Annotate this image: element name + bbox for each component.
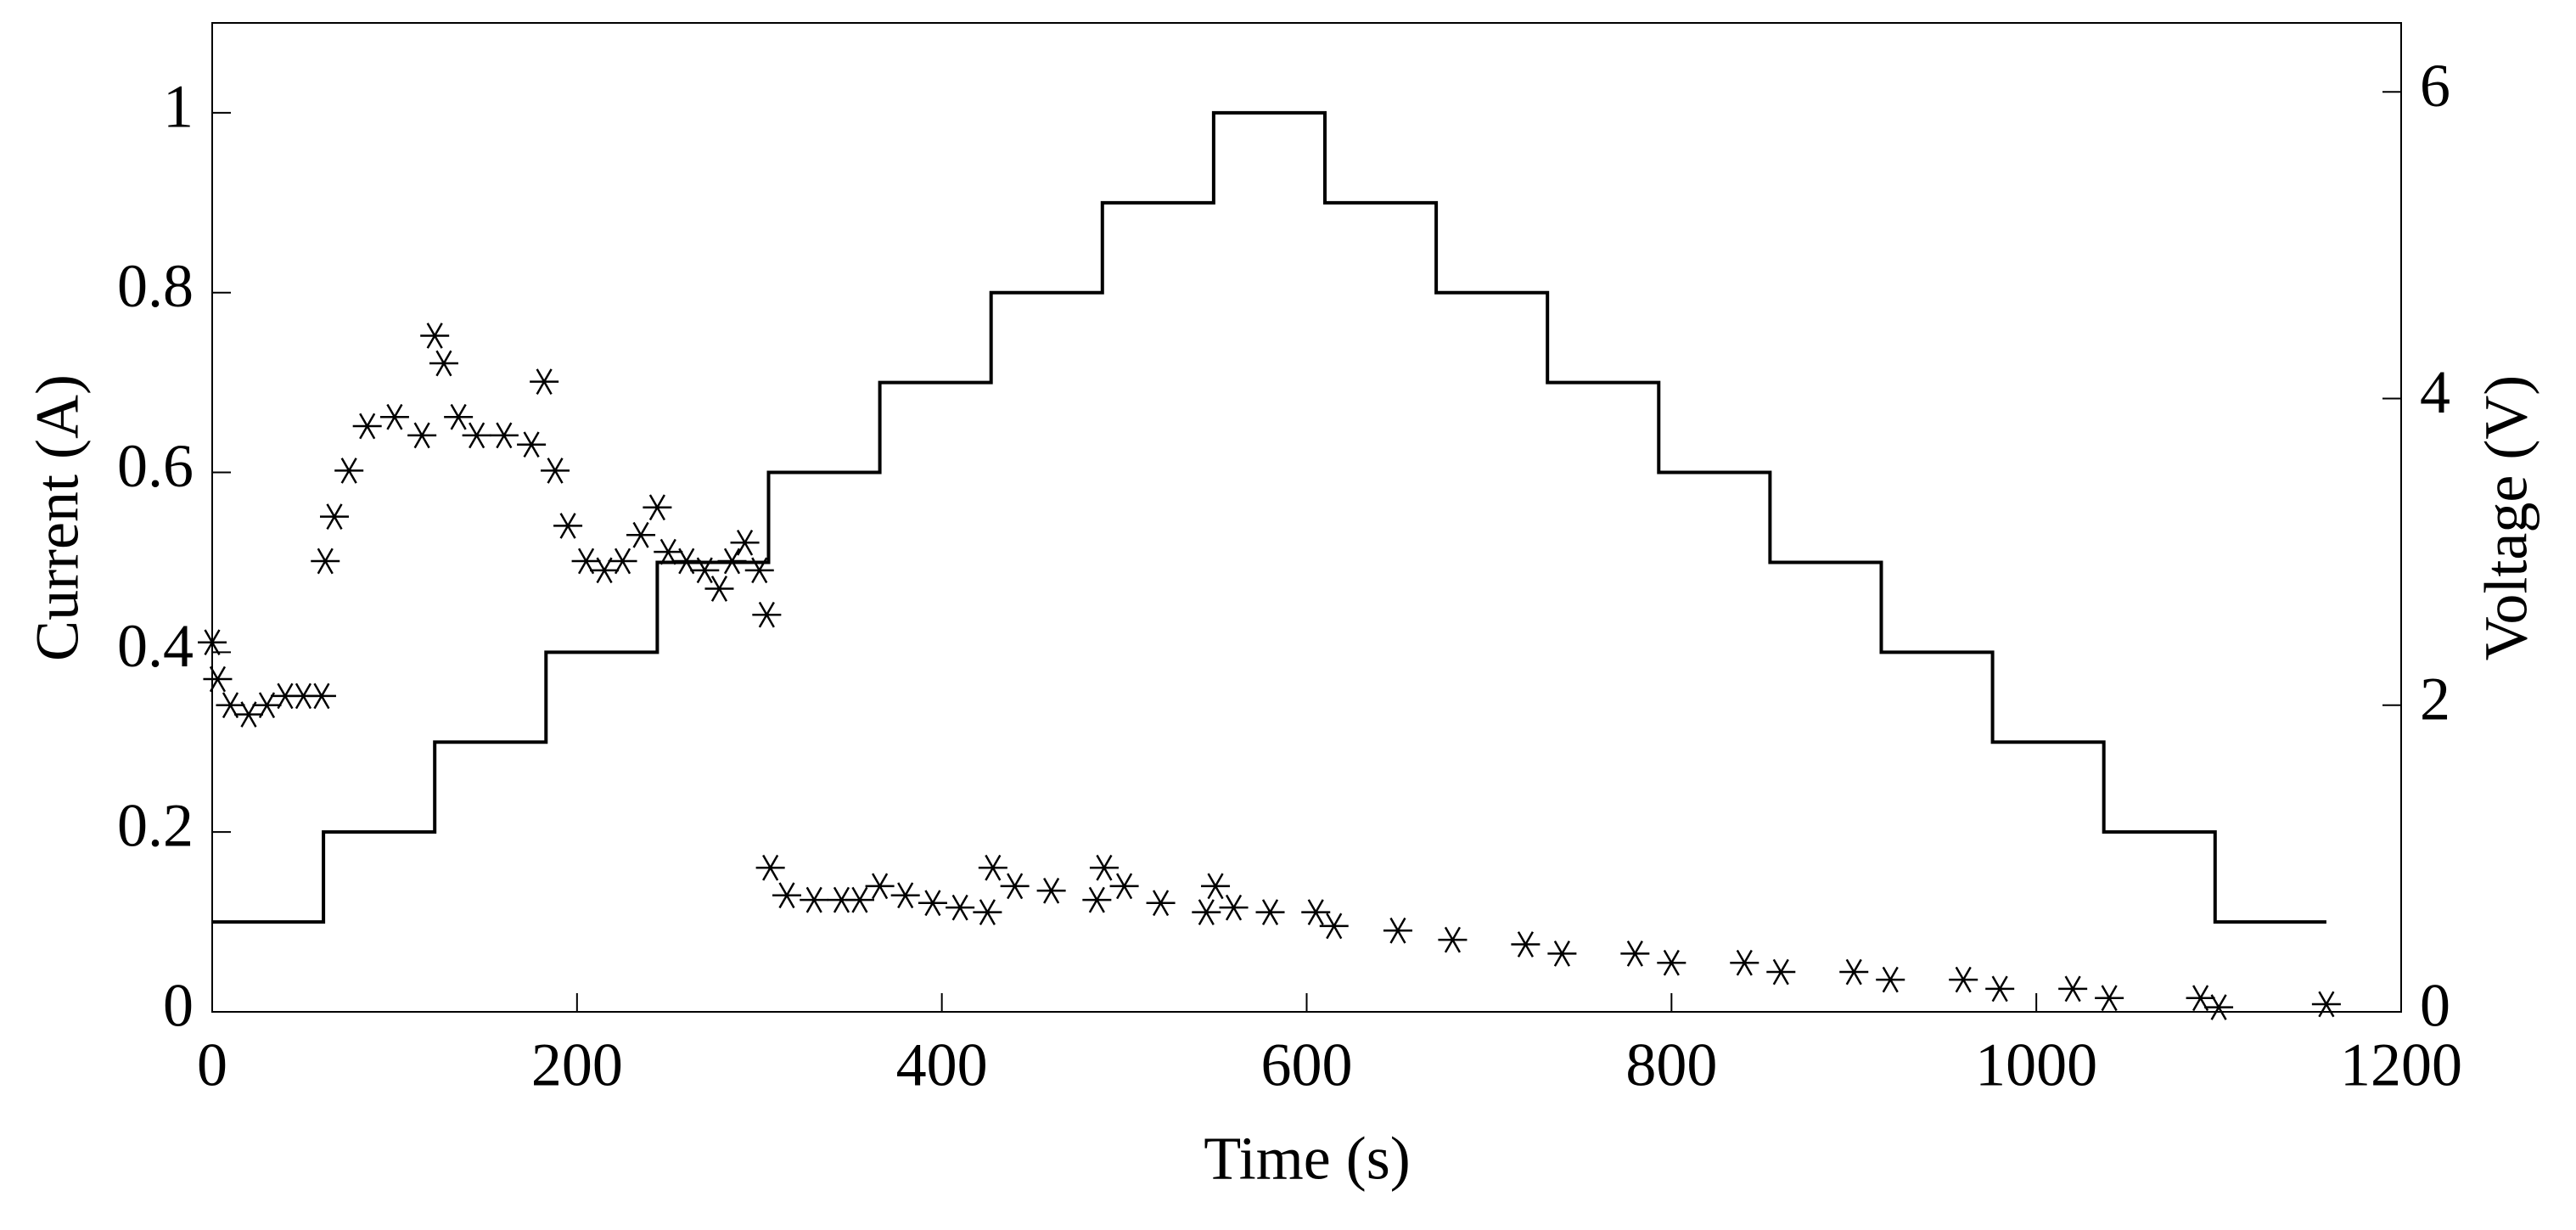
star-marker — [865, 873, 895, 900]
y-tick-label: 0 — [163, 972, 194, 1040]
star-marker — [973, 899, 1002, 925]
star-marker — [918, 890, 947, 917]
x-tick-label: 800 — [1625, 1031, 1717, 1099]
star-marker — [530, 368, 559, 395]
x-tick-label: 600 — [1261, 1031, 1353, 1099]
y2-tick-label: 0 — [2420, 972, 2450, 1040]
star-marker — [1201, 873, 1231, 900]
y2-tick-label: 4 — [2420, 358, 2450, 426]
y2-tick-label: 2 — [2420, 665, 2450, 733]
star-marker — [755, 854, 785, 881]
star-marker — [489, 422, 519, 449]
star-marker — [2204, 994, 2234, 1020]
star-marker — [462, 422, 491, 449]
star-marker — [690, 557, 720, 584]
star-marker — [704, 576, 734, 602]
star-marker — [352, 413, 382, 440]
star-marker — [1146, 890, 1176, 917]
star-marker — [1985, 975, 2015, 1003]
y-tick-label: 0.2 — [117, 792, 194, 860]
y-axis-label: Current (A) — [24, 374, 92, 661]
star-marker — [946, 894, 975, 921]
star-marker — [1620, 941, 1650, 967]
star-marker — [1730, 949, 1759, 976]
x-tick-label: 0 — [197, 1031, 227, 1099]
plot-frame — [211, 22, 2402, 1013]
star-marker — [2311, 991, 2341, 1018]
x-axis-label: Time (s) — [1204, 1125, 1410, 1193]
star-marker — [772, 882, 801, 909]
y-tick-label: 0.6 — [117, 432, 194, 500]
star-marker — [1319, 913, 1349, 940]
star-marker — [517, 431, 547, 458]
star-marker — [626, 521, 656, 548]
x-tick-label: 1000 — [1975, 1031, 2097, 1099]
star-marker — [643, 494, 672, 521]
x-tick-label: 200 — [531, 1031, 623, 1099]
star-marker — [541, 458, 570, 484]
y-tick-label: 0.4 — [117, 612, 194, 680]
star-marker — [1383, 917, 1412, 944]
y-tick-label: 1 — [163, 72, 194, 140]
star-marker — [608, 548, 637, 575]
star-marker — [2095, 985, 2124, 1012]
star-marker — [407, 422, 437, 449]
star-marker — [1766, 958, 1796, 986]
star-marker — [1036, 877, 1066, 904]
star-marker — [553, 513, 583, 539]
y2-tick-label: 6 — [2420, 52, 2450, 120]
star-marker — [1219, 894, 1249, 921]
star-marker — [319, 503, 349, 530]
star-marker — [444, 403, 474, 430]
star-marker — [1839, 958, 1869, 986]
star-marker — [379, 403, 409, 430]
step-line — [212, 110, 2326, 924]
star-marker — [730, 529, 760, 556]
star-marker — [1301, 899, 1331, 925]
star-marker — [1949, 966, 1978, 993]
y2-axis-label: Voltage (V) — [2472, 375, 2540, 661]
star-marker — [2058, 975, 2088, 1003]
star-marker — [306, 682, 336, 710]
star-marker — [1109, 873, 1139, 900]
star-marker — [890, 882, 920, 909]
star-marker — [334, 458, 364, 484]
star-marker — [1000, 873, 1030, 900]
star-marker — [420, 323, 450, 349]
x-tick-label: 1200 — [2340, 1031, 2462, 1099]
star-marker — [1547, 941, 1577, 967]
star-marker — [1192, 899, 1221, 925]
star-marker — [1876, 966, 1905, 993]
star-marker — [717, 548, 747, 575]
star-marker — [752, 601, 782, 628]
star-marker — [198, 629, 227, 656]
star-marker — [311, 548, 340, 575]
x-tick-label: 400 — [896, 1031, 988, 1099]
star-marker — [1438, 926, 1468, 953]
y-tick-label: 0.8 — [117, 252, 194, 320]
star-marker — [1082, 886, 1112, 913]
star-marker — [978, 854, 1007, 881]
star-marker — [203, 666, 233, 693]
star-marker — [1089, 854, 1119, 881]
star-marker — [800, 886, 829, 913]
star-marker — [1511, 931, 1541, 958]
star-marker — [429, 350, 458, 377]
star-marker — [1657, 949, 1686, 976]
star-marker — [845, 886, 874, 913]
star-marker — [744, 557, 774, 584]
star-marker — [1255, 899, 1285, 925]
